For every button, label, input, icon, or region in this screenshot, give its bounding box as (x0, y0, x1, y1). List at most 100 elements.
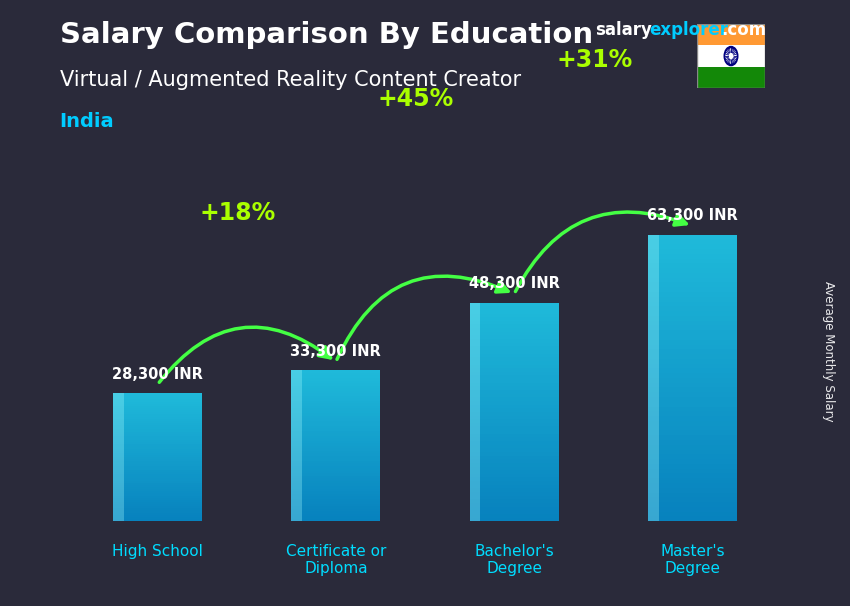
Bar (469, 514, 558, 518)
Bar (113, 393, 124, 521)
Bar (469, 478, 558, 481)
Bar (469, 353, 558, 357)
Bar (469, 496, 558, 499)
Bar (292, 484, 381, 486)
Bar (292, 401, 381, 403)
Bar (469, 434, 558, 438)
Bar (469, 456, 558, 459)
Text: Average Monthly Salary: Average Monthly Salary (822, 281, 836, 422)
Bar (292, 514, 381, 516)
Bar (469, 503, 558, 507)
Bar (113, 431, 202, 434)
Bar (113, 402, 202, 404)
Bar (113, 459, 202, 461)
Bar (648, 498, 737, 502)
Text: Virtual / Augmented Reality Content Creator: Virtual / Augmented Reality Content Crea… (60, 70, 520, 90)
Bar (113, 500, 202, 502)
Bar (469, 474, 558, 478)
Bar (113, 395, 202, 398)
Bar (292, 370, 302, 521)
Bar (648, 459, 737, 464)
Bar (113, 427, 202, 430)
Bar (292, 370, 381, 373)
Bar (292, 511, 381, 514)
Bar (113, 416, 202, 419)
Bar (469, 383, 558, 387)
Bar (292, 378, 381, 381)
Bar (292, 499, 381, 501)
Bar (113, 410, 202, 412)
Bar (292, 486, 381, 488)
Bar (469, 430, 558, 434)
Bar (292, 388, 381, 390)
Bar (292, 433, 381, 436)
FancyArrowPatch shape (159, 327, 331, 382)
Bar (113, 461, 202, 464)
Bar (113, 442, 202, 444)
Bar (648, 516, 737, 521)
Bar (697, 67, 765, 88)
Bar (113, 464, 202, 465)
Bar (469, 342, 558, 346)
Bar (648, 440, 737, 445)
Bar (469, 328, 558, 331)
Bar (469, 485, 558, 488)
FancyArrowPatch shape (515, 212, 686, 291)
Bar (113, 423, 202, 425)
Bar (648, 502, 737, 507)
Bar (469, 324, 558, 328)
Bar (648, 244, 737, 249)
Text: Bachelor's
Degree: Bachelor's Degree (474, 544, 554, 576)
Bar (113, 506, 202, 508)
Bar (292, 438, 381, 441)
Bar (648, 402, 737, 407)
Bar (469, 321, 558, 324)
Bar (469, 372, 558, 376)
Bar (648, 416, 737, 421)
Bar (292, 458, 381, 461)
Bar (469, 368, 558, 372)
Bar (469, 510, 558, 514)
Bar (113, 489, 202, 491)
Bar (292, 446, 381, 448)
Bar (113, 519, 202, 521)
Bar (292, 476, 381, 479)
Bar (469, 405, 558, 408)
Text: Master's
Degree: Master's Degree (660, 544, 725, 576)
Bar (292, 456, 381, 458)
Text: 33,300 INR: 33,300 INR (291, 344, 382, 359)
Bar (648, 354, 737, 359)
Bar (469, 459, 558, 463)
Bar (292, 413, 381, 416)
Bar (469, 302, 480, 521)
Bar (113, 425, 202, 427)
Bar (113, 493, 202, 496)
Bar (292, 479, 381, 481)
Bar (292, 403, 381, 405)
Bar (648, 493, 737, 498)
Bar (648, 468, 737, 473)
Bar (648, 483, 737, 488)
Bar (292, 471, 381, 473)
Text: .com: .com (721, 21, 766, 39)
Bar (469, 398, 558, 401)
Bar (113, 453, 202, 455)
Bar (469, 376, 558, 379)
Bar (648, 425, 737, 430)
Bar (648, 311, 737, 316)
Bar (113, 448, 202, 451)
Bar (648, 254, 737, 259)
Bar (292, 461, 381, 464)
Bar (469, 448, 558, 452)
Bar (292, 441, 381, 444)
Bar (292, 516, 381, 519)
Bar (292, 390, 381, 393)
Bar (469, 492, 558, 496)
Bar (113, 447, 202, 448)
Bar (648, 282, 737, 287)
Bar (469, 317, 558, 321)
Bar (292, 488, 381, 491)
Bar (292, 423, 381, 425)
Bar (113, 436, 202, 438)
Bar (469, 331, 558, 335)
